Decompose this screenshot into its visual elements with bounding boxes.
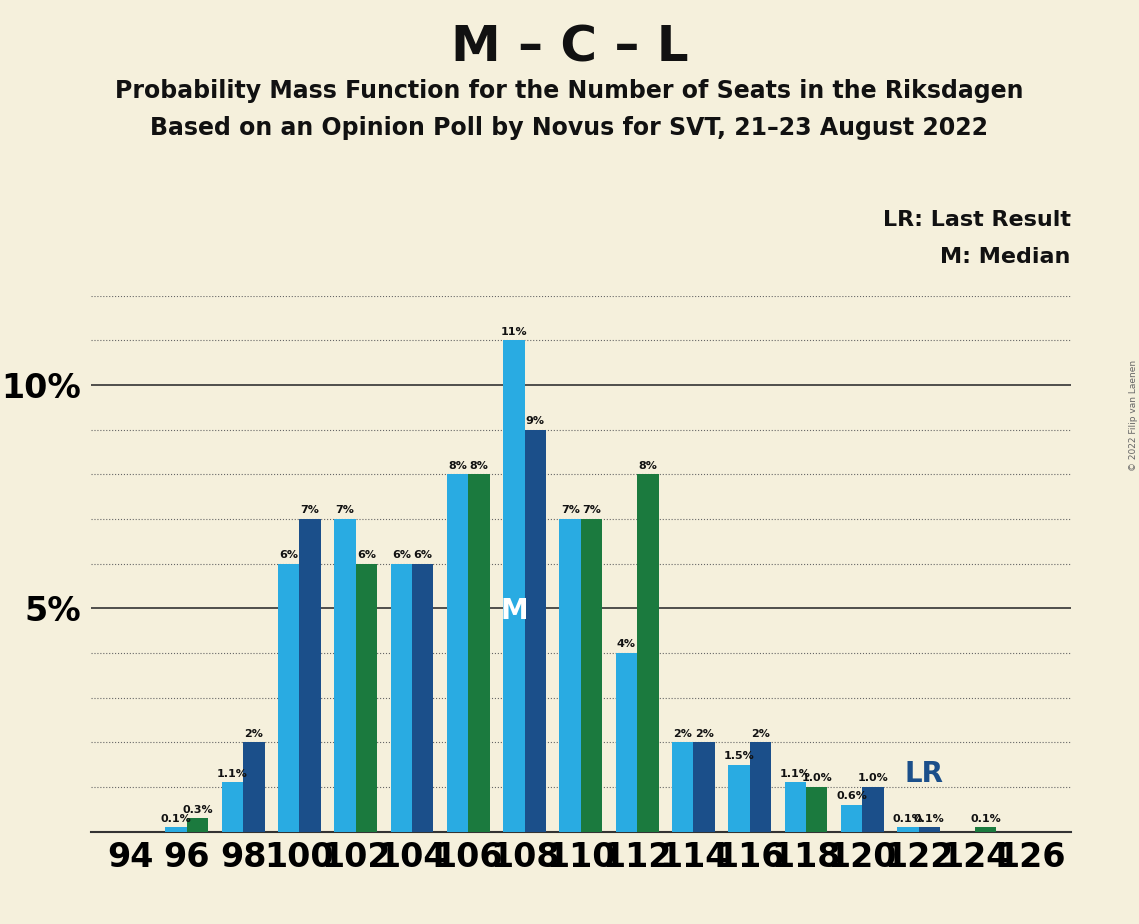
Text: 0.3%: 0.3% bbox=[182, 805, 213, 815]
Bar bbox=[841, 805, 862, 832]
Text: 2%: 2% bbox=[673, 729, 693, 738]
Bar bbox=[446, 474, 468, 832]
Text: 7%: 7% bbox=[301, 505, 320, 516]
Bar bbox=[694, 742, 715, 832]
Text: 8%: 8% bbox=[448, 461, 467, 470]
Text: Based on an Opinion Poll by Novus for SVT, 21–23 August 2022: Based on an Opinion Poll by Novus for SV… bbox=[150, 116, 989, 140]
Bar bbox=[468, 474, 490, 832]
Text: 1.0%: 1.0% bbox=[802, 773, 833, 784]
Bar bbox=[919, 827, 940, 832]
Bar bbox=[559, 519, 581, 832]
Text: 2%: 2% bbox=[695, 729, 714, 738]
Text: 2%: 2% bbox=[751, 729, 770, 738]
Bar bbox=[278, 564, 300, 832]
Bar bbox=[391, 564, 412, 832]
Text: LR: Last Result: LR: Last Result bbox=[883, 210, 1071, 230]
Text: © 2022 Filip van Laenen: © 2022 Filip van Laenen bbox=[1129, 360, 1138, 471]
Bar bbox=[672, 742, 694, 832]
Text: 6%: 6% bbox=[357, 550, 376, 560]
Bar bbox=[616, 653, 637, 832]
Bar bbox=[728, 765, 749, 832]
Bar bbox=[187, 819, 208, 832]
Bar bbox=[749, 742, 771, 832]
Bar bbox=[335, 519, 355, 832]
Text: 0.1%: 0.1% bbox=[161, 813, 191, 823]
Text: 2%: 2% bbox=[245, 729, 263, 738]
Bar bbox=[300, 519, 321, 832]
Bar bbox=[975, 827, 997, 832]
Bar bbox=[785, 783, 806, 832]
Text: Probability Mass Function for the Number of Seats in the Riksdagen: Probability Mass Function for the Number… bbox=[115, 79, 1024, 103]
Text: 1.1%: 1.1% bbox=[218, 769, 248, 779]
Text: 6%: 6% bbox=[413, 550, 432, 560]
Text: 8%: 8% bbox=[469, 461, 489, 470]
Text: 7%: 7% bbox=[582, 505, 601, 516]
Bar bbox=[243, 742, 264, 832]
Text: 4%: 4% bbox=[617, 639, 636, 650]
Text: 7%: 7% bbox=[560, 505, 580, 516]
Text: 6%: 6% bbox=[279, 550, 298, 560]
Text: 0.1%: 0.1% bbox=[970, 813, 1001, 823]
Bar bbox=[637, 474, 658, 832]
Bar bbox=[412, 564, 434, 832]
Text: 7%: 7% bbox=[336, 505, 354, 516]
Text: 1.5%: 1.5% bbox=[723, 751, 754, 761]
Text: 11%: 11% bbox=[500, 327, 527, 336]
Bar bbox=[898, 827, 919, 832]
Text: 6%: 6% bbox=[392, 550, 411, 560]
Text: 0.6%: 0.6% bbox=[836, 791, 867, 801]
Bar bbox=[862, 787, 884, 832]
Bar bbox=[222, 783, 243, 832]
Text: M – C – L: M – C – L bbox=[451, 23, 688, 71]
Text: M: M bbox=[500, 597, 527, 625]
Bar bbox=[806, 787, 827, 832]
Text: 0.1%: 0.1% bbox=[893, 813, 924, 823]
Text: 8%: 8% bbox=[639, 461, 657, 470]
Bar bbox=[165, 827, 187, 832]
Text: 0.1%: 0.1% bbox=[913, 813, 944, 823]
Text: 1.1%: 1.1% bbox=[780, 769, 811, 779]
Text: M: Median: M: Median bbox=[941, 248, 1071, 267]
Bar bbox=[503, 340, 525, 832]
Text: LR: LR bbox=[904, 760, 943, 787]
Bar bbox=[355, 564, 377, 832]
Bar bbox=[525, 430, 546, 832]
Text: 9%: 9% bbox=[526, 416, 544, 426]
Bar bbox=[581, 519, 603, 832]
Text: 1.0%: 1.0% bbox=[858, 773, 888, 784]
